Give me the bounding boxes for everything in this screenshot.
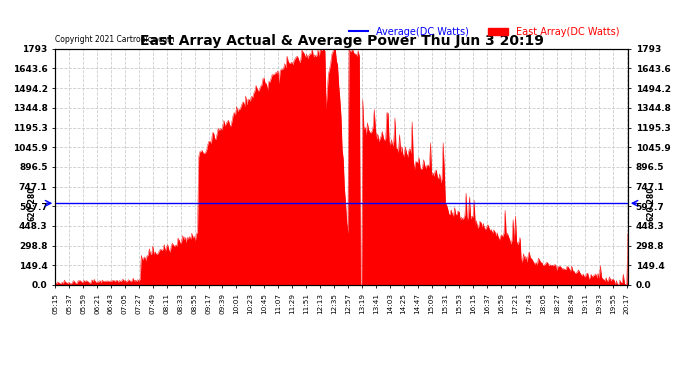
Legend: Average(DC Watts), East Array(DC Watts): Average(DC Watts), East Array(DC Watts) (345, 23, 623, 40)
Text: 620.280: 620.280 (647, 186, 656, 220)
Text: 620.280: 620.280 (27, 186, 36, 220)
Title: East Array Actual & Average Power Thu Jun 3 20:19: East Array Actual & Average Power Thu Ju… (139, 34, 544, 48)
Text: Copyright 2021 Cartronics.com: Copyright 2021 Cartronics.com (55, 34, 175, 44)
